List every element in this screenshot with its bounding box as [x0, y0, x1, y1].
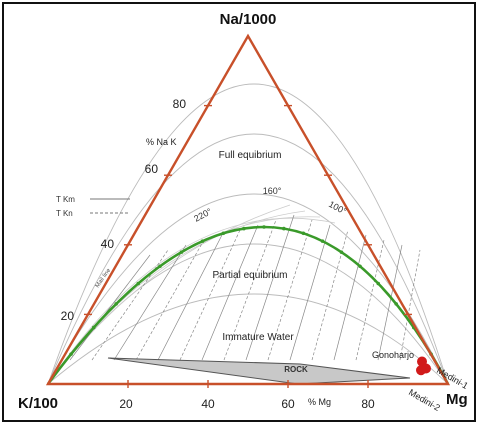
region-label-rock: ROCK: [284, 365, 308, 374]
curve-marker: [221, 231, 226, 236]
curve-marker: [339, 250, 344, 254]
temperature-label: 220°: [192, 206, 213, 224]
curve-marker: [200, 239, 205, 243]
grid-curve: [47, 217, 336, 385]
curve-marker: [262, 225, 266, 229]
curve-marker: [91, 325, 96, 330]
left-tick-label: 40: [101, 237, 115, 251]
isotherm-line: [377, 244, 403, 361]
grid-curve: [47, 83, 449, 385]
sample-point: [416, 365, 426, 376]
bottom-tick-label: 80: [361, 397, 375, 411]
triangle-outline: [45, 33, 451, 386]
grid-curve: [47, 293, 449, 385]
bottom-tick-label: 20: [119, 397, 133, 411]
region-label-immature: Immature Water: [222, 332, 294, 343]
bottom-tick-label: 60: [281, 397, 295, 411]
left-tick-label: 60: [145, 162, 159, 176]
isotherm-line: [179, 229, 241, 361]
isotherm-line: [157, 234, 223, 361]
sample-points: [416, 356, 431, 376]
isotherm-line: [69, 254, 151, 361]
isotherm-line: [355, 239, 385, 361]
isotherm-line: [245, 214, 295, 361]
curve-marker: [114, 302, 118, 306]
curve-marker: [394, 302, 398, 306]
isotherm-line: [113, 244, 187, 361]
isotherm-line: [201, 224, 259, 361]
left-tick-label: 20: [61, 309, 75, 323]
isotherm-line: [267, 219, 313, 361]
curve-marker: [376, 281, 381, 286]
region-label-full: Full equibrium: [219, 150, 282, 161]
curve-markers: [69, 225, 433, 356]
left-axis-title: % Na K: [146, 137, 177, 147]
left-tick-label: 80: [173, 97, 187, 111]
sample-label: Medini-2: [407, 387, 442, 413]
isotherm-line: [399, 249, 421, 361]
equilibrium-grid: [47, 83, 449, 385]
isotherm-line: [289, 224, 331, 361]
grid-curve: [47, 204, 291, 385]
curve-marker: [179, 250, 184, 254]
curve-marker: [69, 352, 73, 356]
vertex-left-label: K/100: [18, 395, 58, 412]
curve-marker: [136, 281, 141, 286]
grid-curve: [47, 216, 321, 385]
isotherm-line: [91, 249, 169, 361]
curve-marker: [282, 226, 286, 231]
temperature-label: 100°: [327, 199, 348, 217]
curve-marker: [358, 264, 362, 269]
sample-label: Medini-1: [435, 365, 470, 391]
isotherm-line: [311, 229, 349, 361]
rock-region: [107, 357, 411, 385]
isotherm-line: [333, 234, 367, 361]
vertex-right-label: Mg: [446, 391, 468, 408]
sample-label: Gonoharjo: [372, 350, 414, 360]
curve-marker: [301, 231, 306, 236]
temperature-label: 160°: [263, 186, 282, 196]
vertex-top-label: Na/1000: [220, 11, 277, 28]
region-label-partial: Partial equibrium: [212, 270, 287, 281]
curve-marker: [320, 239, 325, 243]
curve-marker: [158, 264, 162, 269]
axis-ticks: [84, 104, 412, 388]
isotherm-lines: [69, 214, 421, 361]
curve-marker: [242, 226, 246, 231]
legend-label-km: T Km: [56, 195, 75, 204]
chart-frame: [2, 2, 476, 422]
isotherm-line: [135, 239, 205, 361]
bottom-axis-title: % Mg: [308, 397, 331, 407]
bottom-tick-label: 40: [201, 397, 215, 411]
legend-label-kn: T Kn: [56, 209, 73, 218]
grid-curve: [47, 133, 449, 385]
